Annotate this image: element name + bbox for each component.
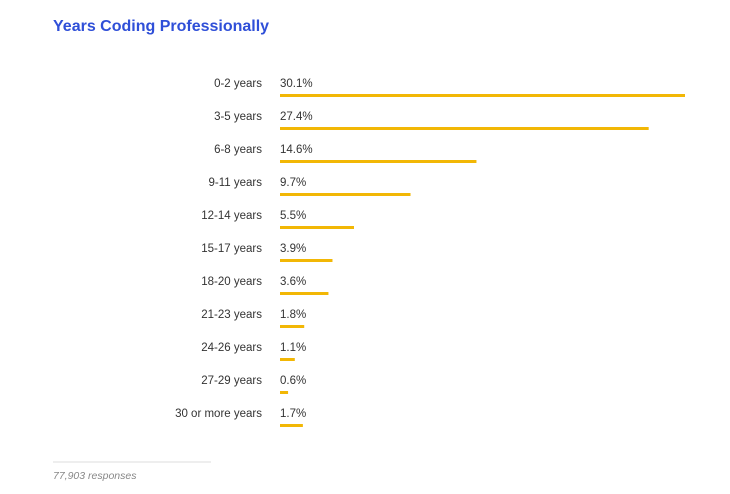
footnote: 77,903 responses — [53, 470, 137, 482]
category-label: 12-14 years — [201, 210, 262, 222]
category-label: 6-8 years — [214, 144, 262, 156]
bar — [280, 226, 355, 229]
value-label: 0.6% — [280, 375, 306, 387]
category-label: 18-20 years — [201, 276, 262, 288]
chart-title: Years Coding Professionally — [53, 18, 269, 35]
value-label: 9.7% — [280, 177, 306, 189]
category-label: 21-23 years — [201, 309, 262, 321]
bar — [280, 193, 411, 196]
category-label: 3-5 years — [214, 111, 262, 123]
bar — [280, 94, 685, 97]
category-label: 30 or more years — [175, 408, 262, 420]
value-label: 1.7% — [280, 408, 306, 420]
value-label: 27.4% — [280, 111, 313, 123]
value-label: 30.1% — [280, 78, 313, 90]
category-label: 27-29 years — [201, 375, 262, 387]
category-label: 24-26 years — [201, 342, 262, 354]
bar — [280, 424, 303, 427]
category-label: 0-2 years — [214, 78, 262, 90]
value-label: 1.1% — [280, 342, 306, 354]
value-label: 3.9% — [280, 243, 306, 255]
bar — [280, 259, 333, 262]
value-label: 5.5% — [280, 210, 306, 222]
category-label: 9-11 years — [209, 177, 263, 189]
value-label: 3.6% — [280, 276, 306, 288]
value-label: 1.8% — [280, 309, 306, 321]
value-label: 14.6% — [280, 144, 313, 156]
bar — [280, 160, 477, 163]
bar — [280, 292, 329, 295]
bar — [280, 391, 289, 394]
bar — [280, 127, 649, 130]
bar — [280, 325, 305, 328]
category-label: 15-17 years — [201, 243, 262, 255]
bar — [280, 358, 295, 361]
